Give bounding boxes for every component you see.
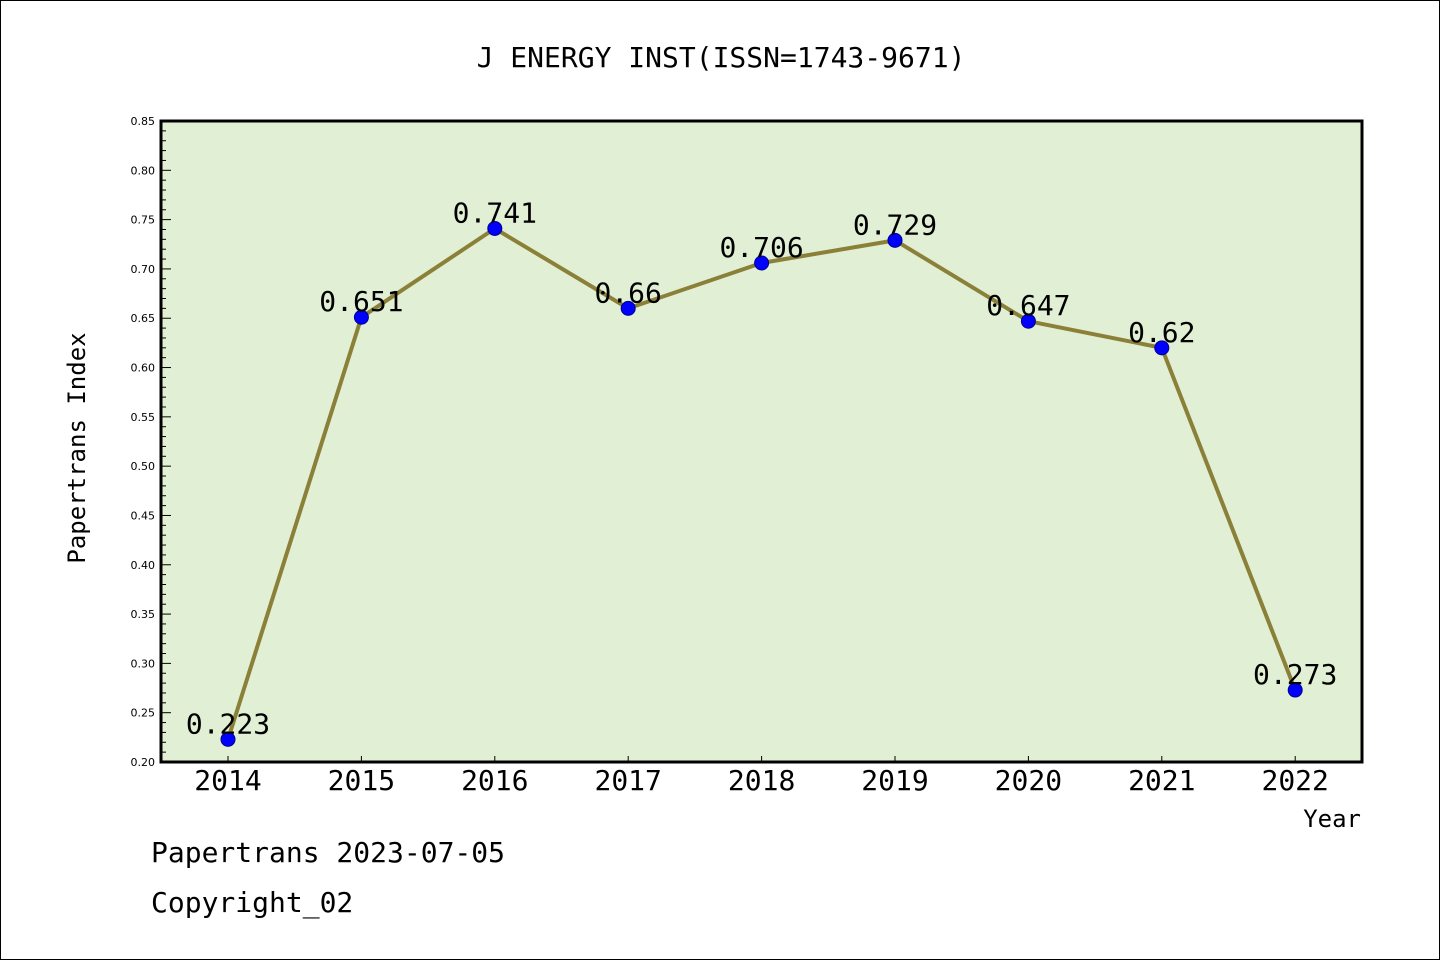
- data-label: 0.273: [1253, 658, 1337, 691]
- x-tick-label: 2021: [1128, 764, 1195, 797]
- y-tick-label: 0.70: [131, 263, 156, 276]
- data-label: 0.651: [319, 285, 403, 318]
- x-tick-label: 2016: [461, 764, 528, 797]
- chart-title: J ENERGY INST(ISSN=1743-9671): [477, 41, 966, 74]
- y-tick-label: 0.65: [131, 312, 156, 325]
- plot-area: [159, 119, 1364, 764]
- data-labels: 0.223 0.651 0.741 0.66 0.706 0.729 0.647 0.62 0.…: [186, 196, 1337, 740]
- y-axis-label: Papertrans Index: [63, 332, 91, 563]
- y-tick-label: 0.60: [131, 362, 156, 375]
- data-label: 0.66: [594, 276, 661, 309]
- x-tick-label: 2019: [861, 764, 928, 797]
- data-label: 0.62: [1128, 316, 1195, 349]
- data-point-marker: [1154, 340, 1170, 356]
- x-tick-label: 2017: [594, 764, 661, 797]
- data-point-marker: [353, 309, 369, 325]
- y-tick-label: 0.40: [131, 559, 156, 572]
- y-tick-label: 0.30: [131, 657, 156, 670]
- data-point-marker: [620, 300, 636, 316]
- data-label: 0.647: [986, 289, 1070, 322]
- x-tick-label: 2020: [995, 764, 1062, 797]
- data-label: 0.741: [453, 196, 537, 229]
- footer-copyright: Copyright_02: [151, 886, 354, 919]
- x-axis: 2014 2015 2016 2017 2018 2019 2020 2021 2022: [194, 756, 1329, 797]
- data-point-marker: [220, 731, 236, 747]
- y-tick-label: 0.85: [131, 115, 156, 128]
- data-point-marker: [754, 255, 770, 271]
- x-tick-label: 2018: [728, 764, 795, 797]
- x-tick-label: 2022: [1261, 764, 1328, 797]
- y-tick-label: 0.45: [131, 509, 156, 522]
- data-label: 0.223: [186, 707, 270, 740]
- y-axis: 0.20 0.25 0.30 0.35 0.40 0.45 0.50 0.55 0.60 0.65…: [131, 115, 171, 769]
- footer-source: Papertrans 2023-07-05: [151, 836, 506, 869]
- data-label: 0.706: [719, 231, 803, 264]
- y-tick-label: 0.80: [131, 164, 156, 177]
- y-tick-label: 0.75: [131, 214, 156, 227]
- data-point-marker: [887, 232, 903, 248]
- y-tick-label: 0.50: [131, 460, 156, 473]
- y-tick-label: 0.25: [131, 707, 156, 720]
- y-tick-label: 0.55: [131, 411, 156, 424]
- x-tick-label: 2014: [194, 764, 261, 797]
- series-line-group: [220, 220, 1303, 747]
- data-point-marker: [487, 220, 503, 236]
- data-point-marker: [1020, 313, 1036, 329]
- x-tick-label: 2015: [328, 764, 395, 797]
- y-tick-label: 0.20: [131, 756, 156, 769]
- x-axis-label: Year: [1303, 805, 1361, 833]
- data-point-marker: [1287, 682, 1303, 698]
- data-label: 0.729: [853, 208, 937, 241]
- y-tick-label: 0.35: [131, 608, 156, 621]
